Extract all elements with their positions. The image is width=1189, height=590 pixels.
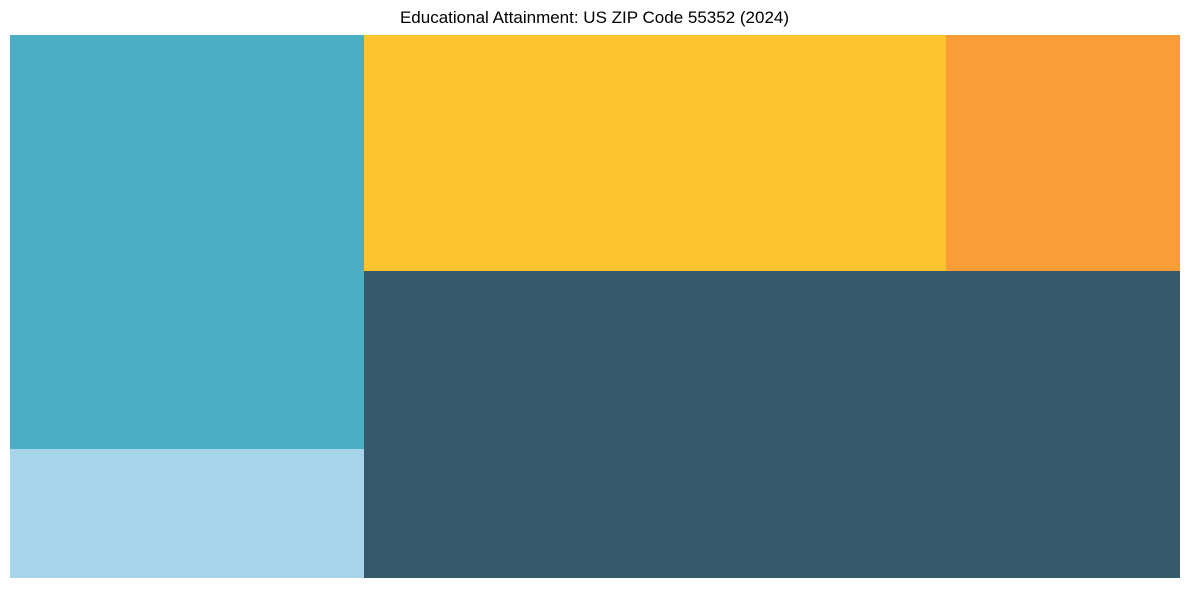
- treemap-tile-teal[interactable]: [10, 35, 364, 449]
- treemap-tile-light-blue[interactable]: [10, 449, 364, 578]
- treemap-tile-yellow[interactable]: [364, 35, 946, 271]
- treemap: [10, 35, 1180, 578]
- treemap-tile-dark-slate[interactable]: [364, 271, 1180, 578]
- treemap-tile-orange[interactable]: [946, 35, 1180, 271]
- chart-title: Educational Attainment: US ZIP Code 5535…: [399, 8, 790, 27]
